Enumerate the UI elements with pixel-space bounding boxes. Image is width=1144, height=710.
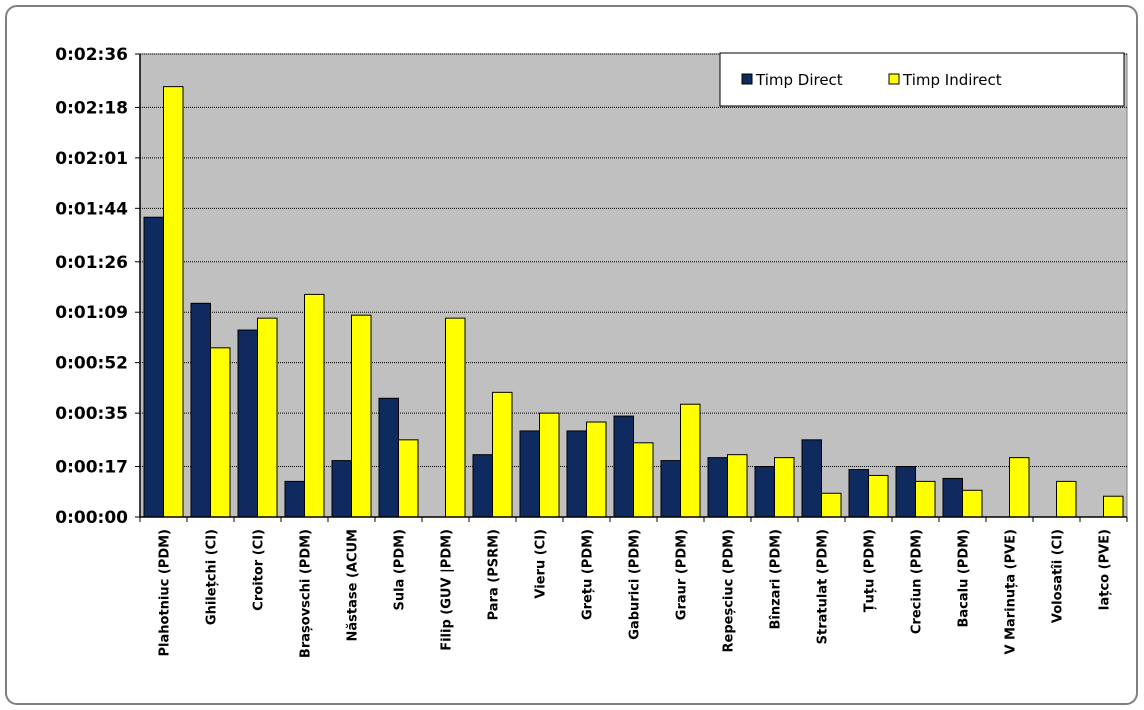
bar-timp-indirect [398, 439, 419, 518]
bar-timp-indirect [821, 492, 842, 518]
bar-timp-direct [284, 480, 305, 518]
bar-timp-indirect [257, 317, 278, 518]
bar-timp-direct [566, 430, 587, 518]
bar-timp-indirect [1103, 495, 1124, 518]
bar-timp-indirect [727, 454, 748, 518]
y-tick-label: 0:02:01 [55, 149, 128, 169]
bar-timp-indirect [304, 293, 325, 518]
x-tick-label: Volosatîi (CI) [1051, 529, 1066, 623]
x-axis-tick-labels: Plahotniuc (PDM) Ghilețchi (CI) Croitor (C… [139, 517, 1128, 658]
x-tick-label: Graur (PDM) [675, 529, 690, 620]
bar-timp-indirect [1009, 457, 1030, 518]
y-tick-label: 0:00:00 [55, 508, 128, 528]
x-tick-label: Ghilețchi (CI) [205, 529, 220, 625]
legend-swatch [741, 73, 753, 85]
bar-timp-indirect [586, 421, 607, 518]
bar-timp-indirect [774, 457, 795, 518]
x-tick-label: V Marinuța (PVE) [1004, 529, 1019, 655]
x-tick-label: Plahotniuc (PDM) [158, 529, 173, 657]
bar-timp-indirect [492, 391, 513, 518]
bar-timp-direct [519, 430, 540, 518]
x-tick-label: Filip (GUV |PDM) [440, 529, 455, 651]
bar-timp-direct [942, 477, 963, 518]
x-tick-label: Năstase (ACUM [346, 529, 361, 642]
bar-timp-indirect [351, 314, 372, 518]
bar-timp-direct [848, 469, 869, 518]
y-tick-label: 0:00:52 [55, 354, 128, 374]
x-tick-label: Creciun (PDM) [910, 529, 925, 634]
bar-timp-direct [190, 302, 211, 518]
bar-timp-indirect [680, 403, 701, 518]
x-tick-label: Bacalu (PDM) [957, 529, 972, 628]
bar-timp-direct [143, 216, 164, 518]
bar-timp-indirect [633, 442, 654, 518]
bar-timp-direct [754, 466, 775, 518]
x-tick-label: Iațco (PVE) [1098, 529, 1113, 610]
x-tick-label: Țuțu (PDM) [863, 529, 878, 612]
y-tick-label: 0:00:17 [55, 458, 128, 478]
legend-label: Timp Indirect [902, 71, 1002, 89]
x-tick-label: Brașovschi (PDM) [299, 529, 314, 658]
x-tick-label: Grețu (PDM) [581, 529, 596, 620]
x-tick-label: Repeșciuc (PDM) [722, 529, 737, 652]
x-tick-label: Stratulat (PDM) [816, 529, 831, 644]
bar-timp-indirect [962, 489, 983, 518]
bar-timp-indirect [445, 317, 466, 518]
y-tick-label: 0:00:35 [55, 404, 128, 424]
x-tick-label: Sula (PDM) [393, 529, 408, 611]
bar-timp-direct [801, 439, 822, 518]
bar-timp-direct [331, 460, 352, 518]
x-tick-label: Gaburici (PDM) [628, 529, 643, 640]
x-tick-label: Para (PSRM) [487, 529, 502, 620]
x-tick-label: Croitor (CI) [252, 529, 267, 611]
bar-timp-indirect [1056, 480, 1077, 518]
bar-timp-indirect [915, 480, 936, 518]
legend-box [719, 52, 1125, 107]
bar-timp-direct [895, 466, 916, 518]
y-tick-label: 0:01:09 [55, 303, 128, 323]
y-tick-label: 0:01:44 [55, 199, 128, 219]
x-tick-label: Vieru (CI) [534, 529, 549, 599]
bar-timp-direct [472, 454, 493, 518]
bar-timp-direct [237, 329, 258, 518]
legend: Timp Direct Timp Indirect [719, 52, 1125, 107]
y-tick-label: 0:02:18 [55, 98, 128, 118]
bar-timp-direct [378, 397, 399, 518]
bar-timp-indirect [163, 86, 184, 518]
y-tick-label: 0:01:26 [55, 253, 128, 273]
bar-timp-direct [613, 415, 634, 518]
bar-timp-direct [660, 460, 681, 518]
x-tick-label: Bînzari (PDM) [769, 529, 784, 630]
y-tick-label: 0:02:36 [55, 45, 128, 65]
bar-timp-direct [707, 457, 728, 518]
bars [143, 86, 1124, 518]
bar-timp-indirect [539, 412, 560, 518]
bar-timp-indirect [210, 347, 231, 518]
legend-label: Timp Direct [755, 71, 843, 89]
y-axis-tick-labels: 0:00:00 0:00:17 0:00:35 0:00:52 0:01:09 0:01:… [55, 45, 1127, 528]
legend-swatch [888, 73, 900, 85]
bar-timp-indirect [868, 474, 889, 518]
